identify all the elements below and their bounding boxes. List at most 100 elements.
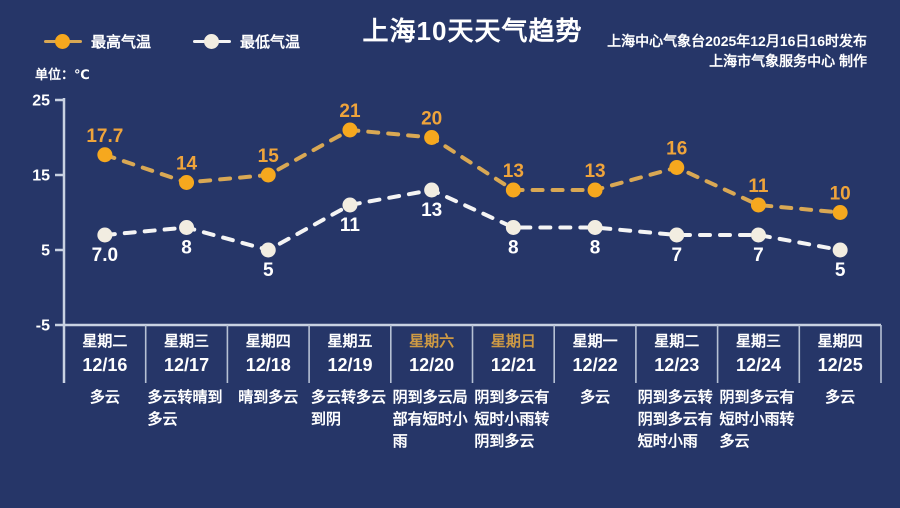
chart-legend: 最高气温 最低气温 (44, 31, 300, 52)
producer-info-line: 上海市气象服务中心 制作 (709, 53, 867, 69)
low-temp-value: 7.0 (92, 245, 118, 266)
issue-info-line: 上海中心气象台2025年12月16日16时发布 (607, 33, 867, 49)
weather-cell: 多云 (799, 387, 881, 409)
high-temp-value: 20 (421, 109, 442, 130)
weather-cell: 晴到多云 (227, 387, 309, 409)
high-temp-legend-icon (44, 34, 82, 50)
day-column: 星期日 12/21 阴到多云有短时小雨转阴到多云 (473, 331, 555, 453)
day-columns: 星期二 12/16 多云 星期三 12/17 多云转晴到多云 星期四 12/18 晴到多云 星期五… (64, 331, 881, 453)
weather-text: 多云 (580, 389, 611, 406)
weather-cell: 阴到多云有短时小雨转多云 (718, 387, 800, 453)
low-temp-point (587, 220, 603, 235)
unit-label: 单位：℃ (35, 67, 90, 82)
low-temp-point (342, 197, 358, 213)
date-label: 12/23 (654, 355, 700, 375)
weather-text: 多云 (89, 389, 120, 406)
day-column: 星期六 12/20 阴到多云局部有短时小雨 (391, 331, 473, 453)
weather-text: 多云 (825, 389, 856, 406)
day-column: 星期四 12/18 晴到多云 (227, 331, 309, 453)
high-temp-line (102, 127, 843, 215)
date-label: 12/17 (164, 355, 210, 375)
high-temp-value: 21 (339, 101, 361, 122)
weather-text: 阴到多云有短时小雨转阴到多云 (474, 389, 550, 450)
weather-cell: 多云转晴到多云 (146, 387, 228, 431)
date-label: 12/16 (82, 355, 128, 375)
weather-cell: 阴到多云转阴到多云有短时小雨 (636, 387, 718, 453)
day-column: 星期二 12/23 阴到多云转阴到多云有短时小雨 (636, 331, 718, 453)
low-temp-point (505, 220, 521, 235)
legend-label-high: 最高气温 (91, 34, 152, 51)
y-tick-label: 5 (41, 243, 50, 260)
high-temp-value: 13 (584, 161, 605, 182)
weather-cell: 阴到多云局部有短时小雨 (391, 387, 473, 453)
high-temp-point (669, 160, 685, 175)
high-temp-value: 15 (258, 146, 280, 167)
weather-text: 阴到多云有短时小雨转多云 (719, 389, 795, 450)
week-label: 星期日 (490, 333, 536, 350)
high-temp-point (750, 197, 766, 213)
y-tick-label: 25 (32, 93, 50, 110)
high-temp-point (260, 167, 276, 183)
day-column: 星期四 12/25 多云 (799, 331, 881, 453)
low-temp-value: 11 (340, 215, 361, 236)
weather-text: 多云转多云到阴 (310, 389, 386, 428)
high-temp-point (179, 175, 195, 190)
high-temp-point (832, 205, 848, 220)
date-label: 12/20 (409, 355, 455, 375)
y-tick-label: 15 (32, 168, 50, 185)
low-temp-point (669, 227, 685, 243)
low-temp-value: 5 (263, 260, 274, 281)
y-tick-label: -5 (36, 318, 50, 335)
week-label: 星期二 (82, 333, 128, 350)
low-temp-point (97, 227, 113, 243)
day-column: 星期五 12/19 多云转多云到阴 (309, 331, 391, 453)
week-label: 星期五 (327, 333, 373, 350)
week-label: 星期四 (817, 333, 863, 350)
weather-text: 阴到多云局部有短时小雨 (392, 389, 468, 450)
day-column: 星期二 12/16 多云 (64, 331, 146, 453)
high-temp-point (505, 182, 521, 198)
low-temp-legend-icon (193, 34, 232, 50)
high-temp-point (97, 147, 113, 163)
date-label: 12/21 (490, 355, 536, 375)
high-temp-value: 11 (748, 176, 769, 197)
high-temp-value: 14 (176, 154, 198, 175)
low-temp-value: 5 (835, 260, 846, 281)
low-temp-value: 8 (508, 238, 519, 259)
high-temp-point (342, 122, 358, 138)
high-temp-value: 17.7 (86, 126, 123, 147)
low-temp-line (102, 187, 843, 253)
day-column: 星期三 12/17 多云转晴到多云 (146, 331, 228, 453)
date-label: 12/25 (817, 355, 863, 375)
weather-cell: 多云转多云到阴 (309, 387, 391, 431)
high-temp-value: 16 (666, 139, 687, 160)
low-temp-point (832, 242, 848, 258)
legend-item-low: 最低气温 (193, 31, 300, 52)
week-label: 星期一 (572, 333, 618, 350)
weather-cell: 多云 (64, 387, 146, 409)
low-temp-point (260, 242, 276, 258)
high-temp-value: 13 (503, 161, 524, 182)
publisher-info: 上海中心气象台2025年12月16日16时发布 上海市气象服务中心 制作 (607, 31, 867, 71)
low-temp-point (424, 182, 440, 198)
high-temp-point (424, 130, 440, 145)
weather-cell: 阴到多云有短时小雨转阴到多云 (473, 387, 555, 453)
date-label: 12/22 (572, 355, 618, 375)
page-title: 上海10天天气趋势 (362, 16, 583, 46)
legend-dot-low (204, 34, 220, 49)
weather-text: 阴到多云转阴到多云有短时小雨 (637, 389, 713, 450)
weather-text: 晴到多云 (238, 389, 299, 406)
low-temp-point (179, 220, 195, 235)
legend-label-low: 最低气温 (240, 34, 301, 51)
weather-text: 多云转晴到多云 (147, 389, 223, 428)
legend-dot-high (55, 34, 70, 49)
low-temp-point (750, 227, 766, 243)
week-label: 星期二 (654, 333, 700, 350)
high-temp-point (587, 182, 603, 198)
low-temp-value: 8 (181, 238, 192, 259)
low-temp-value: 13 (421, 200, 442, 221)
date-label: 12/18 (245, 355, 291, 375)
week-label: 星期四 (245, 333, 291, 350)
low-temp-value: 7 (671, 245, 682, 266)
